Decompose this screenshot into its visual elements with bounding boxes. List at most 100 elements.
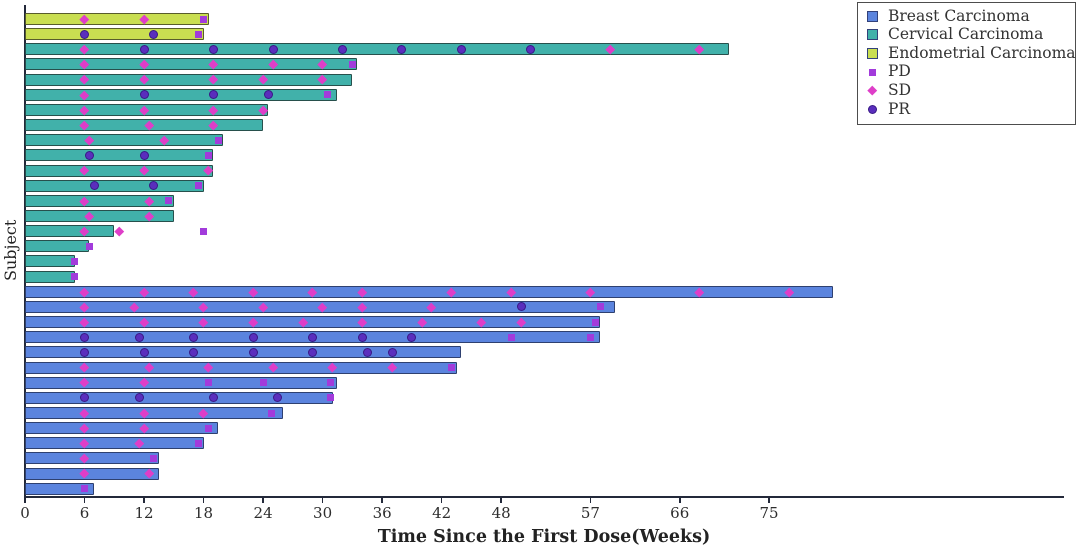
- x-tick-label: 18: [194, 504, 214, 522]
- pd-marker: [195, 182, 203, 190]
- bar-breast-carcinoma: [25, 391, 333, 404]
- pr-marker: [337, 44, 347, 54]
- x-tick: [381, 497, 383, 503]
- legend-item-pr: PR: [866, 100, 1067, 119]
- legend-item-label: SD: [888, 80, 912, 99]
- bar-cervical-carcinoma: [25, 58, 358, 71]
- bar-endometrial-carcinoma: [25, 13, 209, 25]
- x-tick-label: 6: [79, 504, 90, 522]
- bar-cervical-carcinoma: [25, 270, 75, 283]
- breast-swatch-icon: [867, 10, 878, 22]
- x-tick-label: 0: [20, 504, 30, 522]
- pd-marker: [150, 454, 158, 462]
- sd-marker: [114, 226, 124, 236]
- pr-marker: [248, 332, 258, 342]
- bar-cervical-carcinoma: [25, 179, 204, 192]
- x-tick-label: 12: [134, 504, 154, 522]
- bar-cervical-carcinoma: [25, 210, 174, 222]
- pd-marker: [165, 197, 173, 205]
- bar-breast-carcinoma: [25, 482, 95, 495]
- cervical-swatch-icon: [867, 29, 878, 41]
- x-tick: [768, 497, 770, 503]
- pd-marker-icon: [869, 68, 876, 76]
- pr-marker: [308, 347, 318, 357]
- pr-marker: [80, 347, 90, 357]
- pr-marker: [189, 347, 199, 357]
- pr-marker: [268, 44, 278, 54]
- bar-cervical-carcinoma: [25, 73, 353, 86]
- bar-cervical-carcinoma: [25, 134, 224, 147]
- pr-marker: [263, 90, 273, 100]
- bar-endometrial-carcinoma: [25, 28, 204, 41]
- bar-breast-carcinoma: [25, 467, 159, 480]
- bar-breast-carcinoma: [25, 316, 601, 329]
- pr-marker: [139, 90, 149, 100]
- pd-marker: [324, 91, 332, 99]
- x-tick: [440, 497, 443, 503]
- pr-marker: [139, 150, 149, 160]
- legend-item-label: PD: [888, 62, 911, 81]
- x-tick-label: 30: [313, 504, 333, 522]
- bar-cervical-carcinoma: [25, 255, 75, 268]
- pr-marker: [84, 150, 94, 160]
- pr-marker: [149, 181, 159, 191]
- pr-marker: [89, 181, 99, 191]
- x-tick-label: 42: [432, 504, 452, 522]
- bar-breast-carcinoma: [25, 437, 204, 450]
- x-tick: [83, 497, 86, 503]
- bar-cervical-carcinoma: [25, 240, 90, 253]
- x-tick: [143, 497, 145, 503]
- pr-marker: [134, 393, 144, 403]
- legend-item-sd: SD: [866, 81, 1067, 100]
- x-tick-label: 66: [670, 504, 690, 522]
- pr-marker: [407, 332, 417, 342]
- legend-item-cervical: Cervical Carcinoma: [866, 26, 1067, 45]
- x-tick: [262, 497, 264, 503]
- bar-cervical-carcinoma: [25, 225, 115, 238]
- legend-item-label: Breast Carcinoma: [888, 6, 1030, 25]
- pr-marker: [80, 332, 90, 342]
- pd-marker: [214, 136, 222, 144]
- pr-marker: [273, 393, 283, 403]
- bar-breast-carcinoma: [25, 422, 219, 435]
- pd-marker: [200, 227, 208, 235]
- x-axis-line: [24, 496, 1064, 498]
- pr-marker: [397, 44, 407, 54]
- x-tick-label: 24: [253, 504, 273, 522]
- x-tick-label: 48: [491, 504, 511, 522]
- pd-marker: [596, 303, 604, 311]
- pr-marker: [456, 44, 466, 54]
- pd-marker: [71, 273, 79, 281]
- bar-breast-carcinoma: [25, 407, 283, 420]
- y-axis-line: [24, 5, 26, 497]
- endometrial-swatch-icon: [867, 47, 878, 59]
- pd-marker: [71, 257, 79, 265]
- bar-cervical-carcinoma: [25, 149, 214, 162]
- pr-marker: [149, 29, 159, 39]
- pd-marker: [205, 424, 213, 432]
- pr-marker: [357, 332, 367, 342]
- pr-marker-icon: [868, 104, 877, 114]
- pr-marker: [80, 393, 90, 403]
- pd-marker: [205, 379, 213, 387]
- bar-cervical-carcinoma: [25, 194, 174, 207]
- pd-marker: [591, 318, 599, 326]
- pd-marker: [586, 333, 594, 341]
- legend-item-endometrial: Endometrial Carcinoma: [866, 44, 1076, 63]
- legend-item-label: PR: [888, 99, 911, 118]
- pr-marker: [516, 302, 526, 312]
- pd-marker: [195, 30, 203, 38]
- pr-marker: [189, 332, 199, 342]
- x-tick-label: 57: [580, 504, 600, 522]
- pd-marker: [85, 242, 93, 250]
- pd-marker: [81, 485, 89, 493]
- pd-marker: [195, 439, 203, 447]
- pd-marker: [205, 151, 213, 159]
- pr-marker: [139, 44, 149, 54]
- bar-cervical-carcinoma: [25, 88, 338, 101]
- x-tick: [24, 497, 26, 503]
- x-tick: [589, 497, 592, 503]
- pr-marker: [139, 347, 149, 357]
- pd-marker: [348, 60, 356, 68]
